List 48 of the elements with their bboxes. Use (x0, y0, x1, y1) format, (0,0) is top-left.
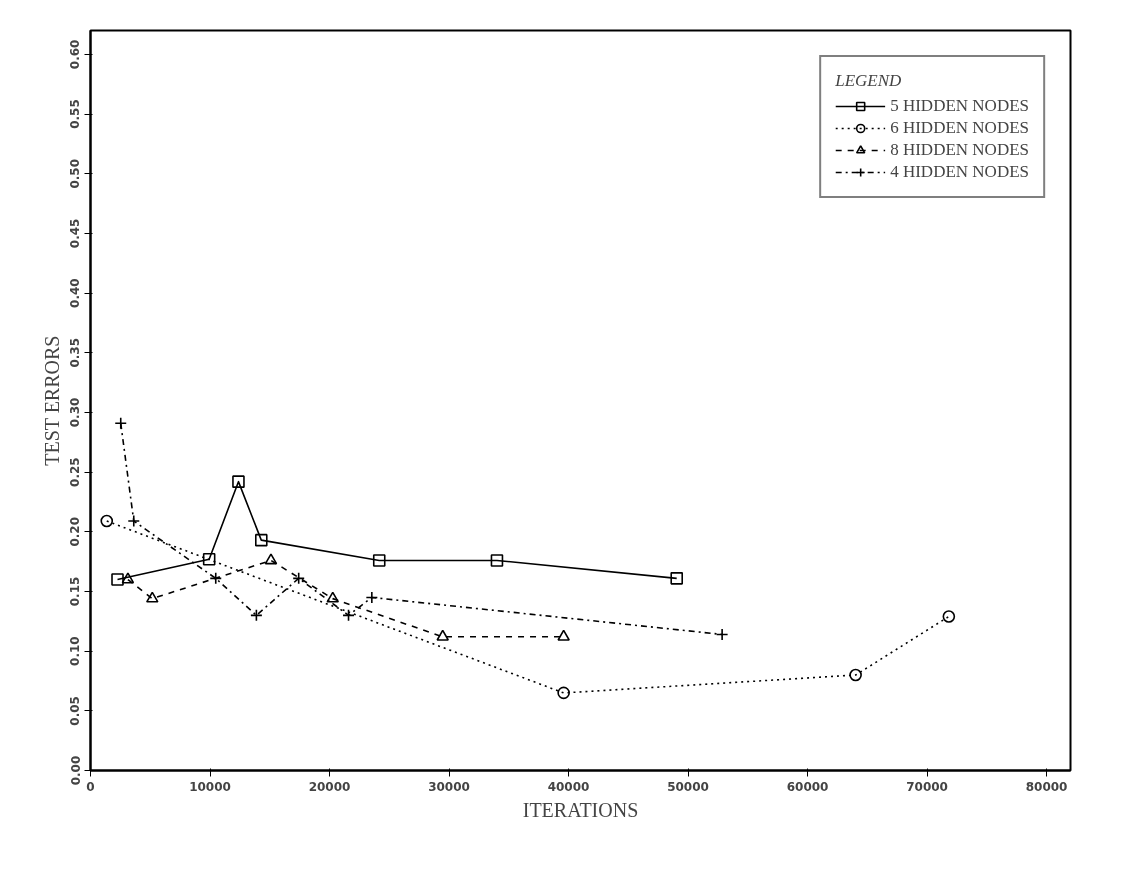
y-tick-label: 0.30 (68, 397, 83, 428)
point (557, 686, 570, 700)
point (100, 514, 114, 528)
point (436, 629, 449, 641)
y-tick-label: 0.55 (68, 99, 83, 129)
y-tick-label: 0.60 (68, 39, 83, 70)
point (254, 533, 268, 547)
y-tick-label: 0.05 (68, 696, 83, 726)
x-tick-label: 50000 (667, 779, 709, 794)
y-tick-label: 0.20 (68, 516, 83, 547)
y-tick-label: 0.50 (68, 158, 83, 189)
x-tick-label: 30000 (428, 779, 470, 794)
point (111, 573, 124, 586)
x-tick-label: 80000 (1025, 779, 1068, 794)
x-tick-label: 60000 (786, 779, 829, 794)
y-tick-label: 0.00 (68, 755, 83, 786)
legend-title: LEGEND (835, 71, 903, 91)
y-tick-label: 0.25 (68, 457, 83, 487)
point (557, 629, 570, 641)
x-axis-title: ITERATIONS (522, 798, 639, 821)
y-tick-label: 0.15 (68, 576, 83, 607)
x-tick-label: 10000 (189, 779, 231, 794)
point (942, 610, 956, 623)
point (849, 668, 862, 682)
y-axis-title: TEST ERRORS (40, 335, 63, 466)
x-tick-label: 70000 (906, 779, 948, 794)
y-tick-label: 0.35 (68, 337, 83, 368)
x-tick-label: 40000 (547, 779, 590, 794)
legend-label: 8 HIDDEN NODES (890, 140, 1029, 160)
point (232, 475, 245, 488)
point (145, 591, 159, 603)
point (326, 591, 340, 603)
legend-label: 5 HIDDEN NODES (890, 96, 1029, 116)
x-tick-label: 0 (86, 779, 95, 794)
x-tick-label: 20000 (308, 779, 351, 794)
y-tick-label: 0.45 (68, 218, 83, 249)
y-tick-label: 0.40 (68, 278, 83, 308)
legend-label: 4 HIDDEN NODES (890, 162, 1029, 182)
point (292, 572, 305, 585)
point (670, 572, 684, 585)
legend-label: 6 HIDDEN NODES (890, 118, 1029, 138)
point (202, 552, 216, 566)
point (121, 572, 135, 584)
y-tick-label: 0.10 (68, 636, 83, 666)
point (372, 554, 386, 567)
point (264, 553, 278, 565)
point (490, 554, 504, 567)
point (250, 609, 263, 622)
